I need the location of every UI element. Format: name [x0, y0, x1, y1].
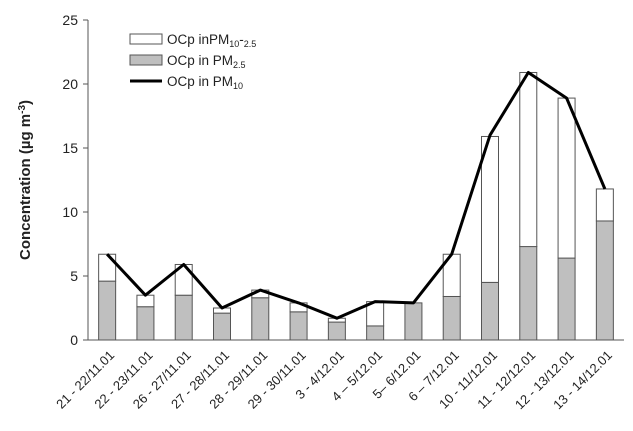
- bar-pm25: [557, 257, 576, 341]
- y-axis-label: Concentration (µg m-3): [17, 100, 35, 260]
- legend: OCp inPM10-2.5 OCp in PM2.5 OCp in PM10: [129, 32, 256, 91]
- legend-swatch-bar: [129, 54, 163, 66]
- y-axis: 0 5 10 15 20 25: [62, 12, 88, 348]
- pm10-line: [106, 71, 607, 320]
- bar-pm25: [327, 321, 346, 341]
- y-tick-label: 10: [62, 204, 78, 220]
- bar-pm25: [251, 297, 270, 341]
- bar-pm25: [519, 246, 538, 341]
- legend-swatch-bar: [129, 33, 163, 45]
- bar-pm10-2.5: [557, 97, 576, 259]
- bar-pm25: [174, 294, 193, 341]
- bar-pm25: [213, 312, 231, 341]
- bar-pm25: [366, 325, 385, 341]
- y-tick-label: 25: [62, 12, 78, 28]
- bar-pm25: [289, 311, 308, 341]
- bars: [98, 71, 614, 341]
- y-tick-label: 0: [70, 332, 78, 348]
- y-tick-label: 15: [62, 140, 78, 156]
- bar-pm25: [481, 281, 499, 341]
- bar-pm10-2.5: [519, 71, 538, 248]
- bar-pm25: [98, 280, 117, 341]
- bar-pm25: [595, 220, 614, 341]
- legend-label: OCp in PM10: [167, 74, 243, 91]
- bar-pm25: [442, 295, 461, 341]
- bar-pm10-2.5: [595, 188, 614, 222]
- y-tick-label: 5: [70, 268, 78, 284]
- bar-pm10-2.5: [136, 294, 155, 308]
- legend-label: OCp in PM2.5: [167, 53, 246, 70]
- series-line-pm10: [106, 71, 607, 320]
- bar-pm10-2.5: [98, 253, 117, 282]
- y-tick-label: 20: [62, 76, 78, 92]
- bar-pm25: [404, 302, 423, 341]
- legend-label: OCp inPM10-2.5: [167, 32, 256, 49]
- bar-pm25: [136, 306, 155, 341]
- axes: [87, 20, 624, 341]
